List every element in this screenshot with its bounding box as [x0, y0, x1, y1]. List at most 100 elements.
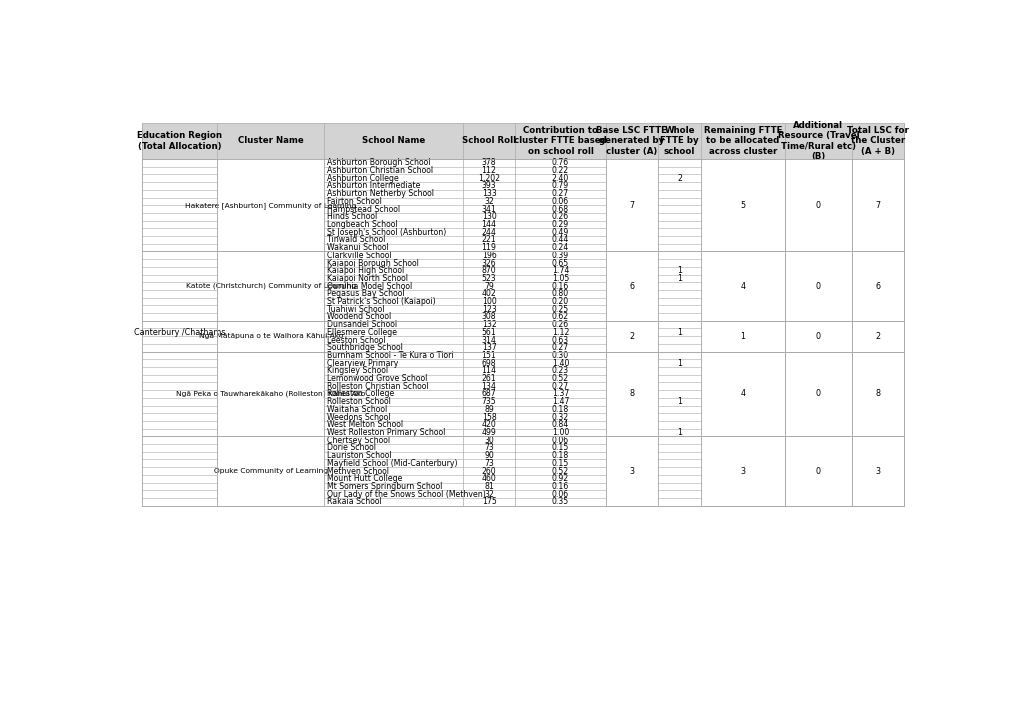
Text: 1: 1	[677, 274, 682, 283]
Text: 137: 137	[481, 343, 496, 353]
Bar	[217, 159, 324, 252]
Text: 561: 561	[481, 328, 496, 337]
Text: Remaining FTTE
to be allocated
across cluster: Remaining FTTE to be allocated across cl…	[703, 126, 782, 156]
Bar	[701, 321, 784, 352]
Text: 326: 326	[481, 259, 496, 267]
Text: 100: 100	[481, 297, 496, 306]
Bar	[217, 321, 324, 352]
Bar	[605, 159, 657, 252]
Text: 0: 0	[815, 332, 820, 341]
Text: Rolleston School: Rolleston School	[327, 397, 391, 406]
Bar	[784, 321, 851, 352]
Text: 0.18: 0.18	[551, 405, 569, 414]
Text: 0: 0	[815, 282, 820, 291]
Bar	[851, 252, 903, 321]
Text: 1: 1	[677, 266, 682, 275]
Text: Waitaha School: Waitaha School	[327, 405, 387, 414]
Text: Base LSC FTTE
generated by
cluster (A): Base LSC FTTE generated by cluster (A)	[596, 126, 666, 156]
Text: 0.22: 0.22	[551, 166, 569, 175]
Text: 2: 2	[874, 332, 879, 341]
Text: School Name: School Name	[362, 136, 425, 146]
Text: Cluster Name: Cluster Name	[237, 136, 304, 146]
Text: Kaiapoi High School: Kaiapoi High School	[327, 266, 405, 275]
Text: 90: 90	[484, 451, 493, 460]
Text: 1.37: 1.37	[551, 389, 569, 399]
Bar	[605, 321, 657, 352]
Bar	[851, 252, 903, 321]
Text: 114: 114	[481, 366, 496, 376]
Bar	[217, 159, 324, 252]
Bar	[605, 252, 657, 321]
Text: 32: 32	[484, 490, 493, 499]
Text: Katote (Christchurch) Community of Learning: Katote (Christchurch) Community of Learn…	[185, 283, 356, 289]
Text: 420: 420	[481, 420, 496, 429]
Text: 1: 1	[677, 358, 682, 368]
Bar	[701, 252, 784, 321]
Text: Contribution to
cluster FTTE based
on school roll: Contribution to cluster FTTE based on sc…	[514, 126, 606, 156]
Text: 30: 30	[484, 435, 493, 445]
Text: Ashburton Intermediate: Ashburton Intermediate	[327, 182, 421, 190]
Bar	[217, 321, 324, 352]
Text: 8: 8	[874, 389, 879, 399]
Bar	[784, 352, 851, 436]
Text: 4: 4	[740, 389, 745, 399]
Bar	[701, 159, 784, 252]
Text: Longbeach School: Longbeach School	[327, 220, 397, 229]
Text: 393: 393	[481, 182, 496, 190]
Text: Lauriston School: Lauriston School	[327, 451, 391, 460]
Text: 144: 144	[481, 220, 496, 229]
Text: Dunsandel School: Dunsandel School	[327, 320, 397, 329]
Text: 341: 341	[481, 205, 496, 213]
Text: Ashburton Borough School: Ashburton Borough School	[327, 159, 431, 167]
Bar	[851, 352, 903, 436]
Text: Methven School: Methven School	[327, 466, 389, 476]
Bar	[142, 123, 903, 159]
Bar	[605, 436, 657, 505]
Text: 735: 735	[481, 397, 496, 406]
Text: Hakatere [Ashburton] Community of Learning: Hakatere [Ashburton] Community of Learni…	[184, 202, 356, 208]
Bar	[217, 436, 324, 505]
Text: Canterbury /Chathams: Canterbury /Chathams	[133, 328, 225, 337]
Text: 0.16: 0.16	[551, 282, 569, 291]
Text: 698: 698	[481, 358, 496, 368]
Text: 0.80: 0.80	[551, 289, 569, 298]
Text: 0.26: 0.26	[551, 212, 569, 221]
Text: 0.26: 0.26	[551, 320, 569, 329]
Text: Additional
Resource (Travel
Time/Rural etc)
(B): Additional Resource (Travel Time/Rural e…	[776, 120, 858, 161]
Text: 0: 0	[815, 466, 820, 476]
Text: Hinds School: Hinds School	[327, 212, 377, 221]
Text: 1.12: 1.12	[551, 328, 569, 337]
Bar	[784, 352, 851, 436]
Text: Mayfield School (Mid-Canterbury): Mayfield School (Mid-Canterbury)	[327, 459, 458, 468]
Text: Ngā Mātāpuna o te Waihora Kāhui Ako: Ngā Mātāpuna o te Waihora Kāhui Ako	[199, 333, 342, 339]
Bar	[217, 352, 324, 436]
Text: 1,202: 1,202	[478, 174, 499, 182]
Text: 0.16: 0.16	[551, 482, 569, 491]
Text: 158: 158	[481, 412, 496, 422]
Text: 8: 8	[629, 389, 634, 399]
Text: 1: 1	[677, 397, 682, 406]
Text: Ashburton College: Ashburton College	[327, 174, 398, 182]
Text: 6: 6	[874, 282, 879, 291]
Text: 523: 523	[481, 274, 496, 283]
Bar	[217, 352, 324, 436]
Text: Wakanui School: Wakanui School	[327, 243, 389, 252]
Text: 1: 1	[740, 332, 745, 341]
Bar	[605, 321, 657, 352]
Bar	[605, 252, 657, 321]
Text: 81: 81	[484, 482, 493, 491]
Text: 0.35: 0.35	[551, 497, 569, 506]
Text: 0.79: 0.79	[551, 182, 569, 190]
Bar	[784, 252, 851, 321]
Text: 134: 134	[481, 381, 496, 391]
Text: 0.76: 0.76	[551, 159, 569, 167]
Text: 0.30: 0.30	[551, 351, 569, 360]
Text: 0.84: 0.84	[551, 420, 569, 429]
Text: St Joseph's School (Ashburton): St Joseph's School (Ashburton)	[327, 228, 446, 236]
Text: 1: 1	[677, 328, 682, 337]
Bar	[851, 159, 903, 252]
Text: 2.40: 2.40	[551, 174, 569, 182]
Text: Education Region
(Total Allocation): Education Region (Total Allocation)	[137, 131, 222, 151]
Text: Burnham School - Te Kura o Tiori: Burnham School - Te Kura o Tiori	[327, 351, 453, 360]
Text: 0.06: 0.06	[551, 435, 569, 445]
